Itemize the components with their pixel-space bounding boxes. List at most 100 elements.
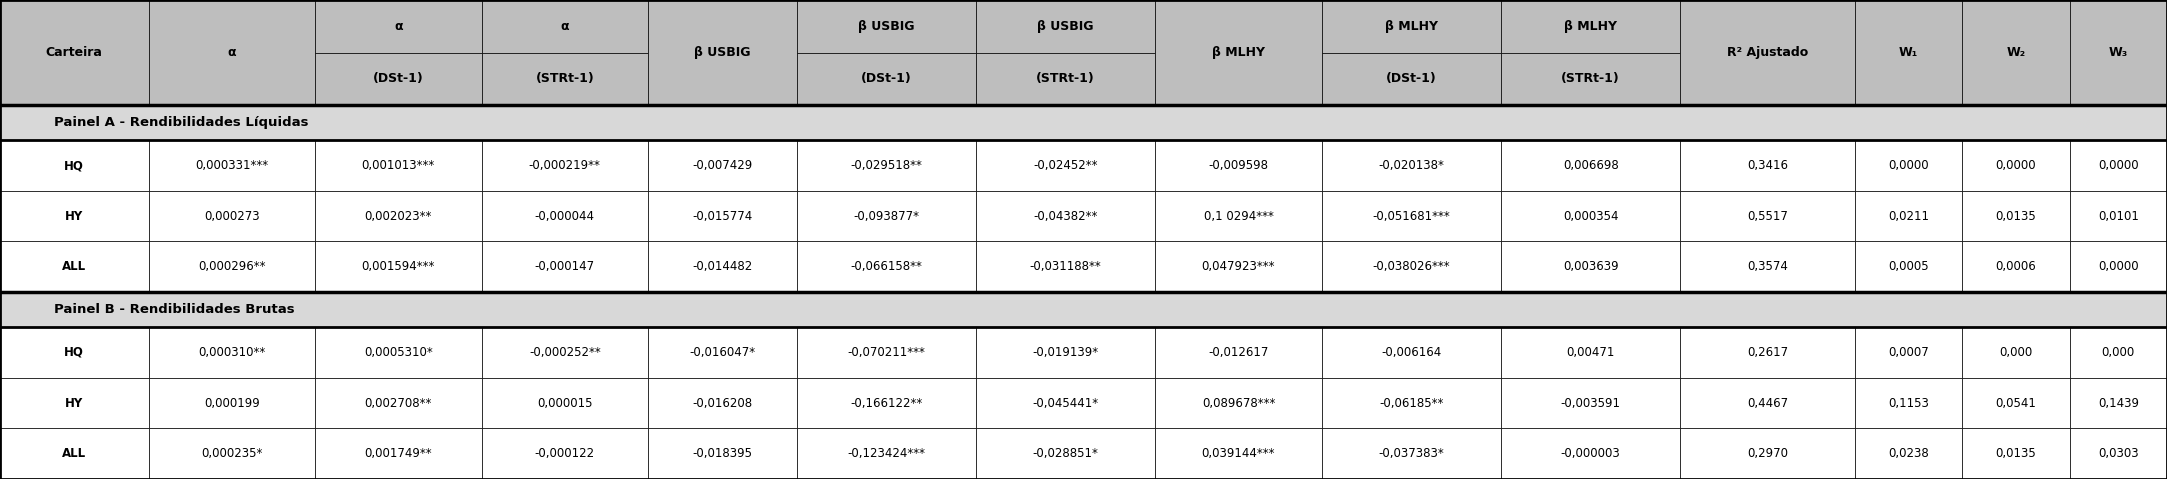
Bar	[1855, 191, 1961, 241]
Bar	[975, 0, 1155, 53]
Bar	[2069, 428, 2167, 479]
Bar	[1855, 378, 1961, 428]
Bar	[1502, 140, 1679, 191]
Text: -0,015774: -0,015774	[691, 210, 752, 223]
Text: -0,007429: -0,007429	[691, 159, 752, 172]
Text: -0,02452**: -0,02452**	[1034, 159, 1099, 172]
Text: 0,000273: 0,000273	[204, 210, 260, 223]
Bar	[797, 53, 975, 105]
Bar	[1502, 191, 1679, 241]
Text: -0,000003: -0,000003	[1560, 447, 1621, 460]
Text: -0,000122: -0,000122	[535, 447, 596, 460]
Bar	[314, 428, 481, 479]
Bar	[481, 140, 648, 191]
Bar	[1961, 140, 2069, 191]
Text: 0,006698: 0,006698	[1562, 159, 1619, 172]
Text: ALL: ALL	[63, 447, 87, 460]
Bar	[1679, 191, 1855, 241]
Text: 0,0006: 0,0006	[1996, 260, 2037, 273]
Text: (STRt-1): (STRt-1)	[1036, 72, 1094, 85]
Text: Painel B - Rendibilidades Brutas: Painel B - Rendibilidades Brutas	[54, 303, 295, 316]
Bar	[1679, 428, 1855, 479]
Bar	[1679, 241, 1855, 292]
Text: 0,2617: 0,2617	[1747, 346, 1788, 359]
Text: 0,047923***: 0,047923***	[1203, 260, 1274, 273]
Text: -0,070211***: -0,070211***	[847, 346, 925, 359]
Bar	[1155, 327, 1322, 378]
Bar	[975, 140, 1155, 191]
Text: (DSt-1): (DSt-1)	[373, 72, 425, 85]
Bar	[1155, 378, 1322, 428]
Bar	[1679, 0, 1855, 105]
Bar	[150, 191, 314, 241]
Text: 0,00471: 0,00471	[1567, 346, 1614, 359]
Bar	[1961, 428, 2069, 479]
Text: 0,001594***: 0,001594***	[362, 260, 436, 273]
Text: α: α	[394, 20, 403, 33]
Bar	[2069, 327, 2167, 378]
Text: 0,1439: 0,1439	[2098, 397, 2139, 410]
Text: 0,0005310*: 0,0005310*	[364, 346, 433, 359]
Bar	[1502, 378, 1679, 428]
Bar	[1855, 428, 1961, 479]
Bar	[648, 140, 797, 191]
Text: 0,002023**: 0,002023**	[364, 210, 431, 223]
Text: -0,166122**: -0,166122**	[849, 397, 923, 410]
Text: 0,0005: 0,0005	[1887, 260, 1929, 273]
Bar	[1961, 241, 2069, 292]
Text: β MLHY: β MLHY	[1385, 20, 1439, 33]
Text: -0,123424***: -0,123424***	[847, 447, 925, 460]
Text: 0,0000: 0,0000	[1887, 159, 1929, 172]
Bar	[648, 0, 797, 105]
Bar	[1502, 428, 1679, 479]
Text: -0,019139*: -0,019139*	[1031, 346, 1099, 359]
Text: 0,0135: 0,0135	[1996, 210, 2037, 223]
Text: 0,1 0294***: 0,1 0294***	[1203, 210, 1274, 223]
Text: 0,3574: 0,3574	[1747, 260, 1788, 273]
Bar	[150, 140, 314, 191]
Bar	[1322, 191, 1502, 241]
Bar	[150, 0, 314, 105]
Bar	[648, 428, 797, 479]
Bar	[1679, 327, 1855, 378]
Bar	[797, 191, 975, 241]
Bar	[0, 191, 150, 241]
Text: -0,093877*: -0,093877*	[854, 210, 919, 223]
Text: 0,0000: 0,0000	[2098, 159, 2139, 172]
Text: 0,003639: 0,003639	[1562, 260, 1619, 273]
Bar	[481, 0, 648, 53]
Text: W₁: W₁	[1898, 46, 1918, 59]
Text: W₂: W₂	[2007, 46, 2026, 59]
Text: Carteira: Carteira	[46, 46, 102, 59]
Bar	[975, 428, 1155, 479]
Text: -0,006164: -0,006164	[1380, 346, 1441, 359]
Text: -0,014482: -0,014482	[691, 260, 752, 273]
Bar	[1502, 0, 1679, 53]
Text: -0,06185**: -0,06185**	[1378, 397, 1443, 410]
Text: 0,2970: 0,2970	[1747, 447, 1788, 460]
Bar	[1679, 140, 1855, 191]
Text: 0,0303: 0,0303	[2098, 447, 2139, 460]
Bar	[481, 378, 648, 428]
Text: 0,001749**: 0,001749**	[364, 447, 431, 460]
Text: (STRt-1): (STRt-1)	[535, 72, 594, 85]
Text: 0,000354: 0,000354	[1562, 210, 1619, 223]
Bar	[1322, 241, 1502, 292]
Text: 0,000310**: 0,000310**	[197, 346, 264, 359]
Bar	[2069, 378, 2167, 428]
Bar	[1155, 0, 1322, 105]
Text: 0,001013***: 0,001013***	[362, 159, 436, 172]
Bar	[1855, 241, 1961, 292]
Text: 0,002708**: 0,002708**	[364, 397, 431, 410]
Text: β USBIG: β USBIG	[1038, 20, 1094, 33]
Bar	[648, 191, 797, 241]
Text: 0,000015: 0,000015	[537, 397, 592, 410]
Text: β MLHY: β MLHY	[1565, 20, 1617, 33]
Text: HY: HY	[65, 397, 82, 410]
Text: -0,018395: -0,018395	[691, 447, 752, 460]
Text: 0,3416: 0,3416	[1747, 159, 1788, 172]
Bar	[648, 327, 797, 378]
Bar	[150, 428, 314, 479]
Text: 0,000199: 0,000199	[204, 397, 260, 410]
Bar	[314, 378, 481, 428]
